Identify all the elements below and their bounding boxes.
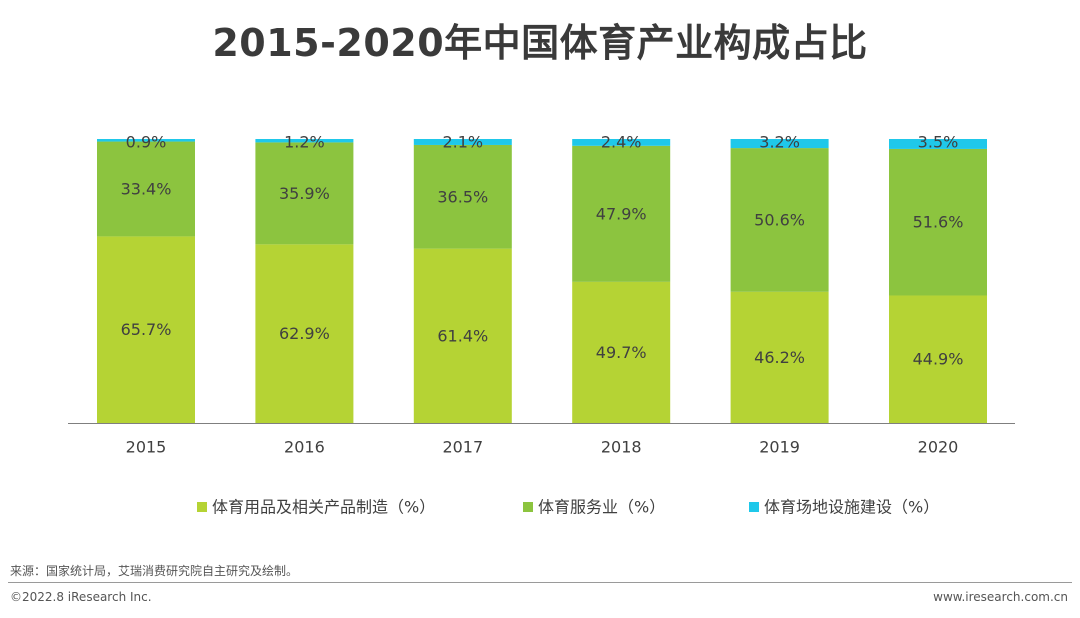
- bar-segment-2020-s3: [889, 139, 987, 149]
- data-label-2019-s2: 50.6%: [754, 210, 805, 229]
- bar-segment-2019-s1: [730, 291, 829, 423]
- bar-segment-2016-s3: [255, 139, 354, 143]
- copyright-text: ©2022.8 iResearch Inc.: [10, 590, 152, 604]
- bar-segment-2018-s1: [572, 281, 671, 423]
- data-label-2016-s3: 1.2%: [284, 133, 325, 152]
- legend: 体育用品及相关产品制造（%） 体育服务业（%） 体育场地设施建设（%）: [197, 498, 939, 517]
- data-label-2017-s1: 61.4%: [437, 326, 488, 345]
- x-tick-label-2020: 2020: [918, 438, 959, 457]
- x-tick-label-2017: 2017: [442, 438, 483, 457]
- data-label-2018-s3: 2.4%: [601, 133, 642, 152]
- data-label-2020-s3: 3.5%: [918, 133, 959, 152]
- bar-segment-2016-s1: [255, 244, 354, 423]
- x-tick-label-2018: 2018: [601, 438, 642, 457]
- data-label-2019-s1: 46.2%: [754, 348, 805, 367]
- bar-labels-group: 65.7% 33.4% 0.9% 62.9% 35.9% 1.2% 61.4% 36.5% 2.…: [121, 133, 964, 369]
- footer-divider: [8, 582, 1072, 583]
- bar-segment-2017-s3: [413, 139, 512, 145]
- bar-segment-2015-s2: [97, 141, 195, 237]
- data-label-2019-s3: 3.2%: [759, 133, 800, 152]
- x-tick-label-2019: 2019: [759, 438, 800, 457]
- legend-label-1: 体育用品及相关产品制造（%）: [212, 498, 435, 517]
- bar-segment-2019-s3: [730, 139, 829, 149]
- data-label-2016-s1: 62.9%: [279, 324, 330, 343]
- bar-segment-2017-s1: [413, 248, 512, 423]
- bar-segment-2015-s3: [97, 139, 195, 142]
- x-tick-label-2016: 2016: [284, 438, 325, 457]
- stacked-bar-chart: 65.7% 33.4% 0.9% 62.9% 35.9% 1.2% 61.4% 36.5% 2.…: [68, 133, 1015, 517]
- legend-swatch-3: [749, 502, 759, 512]
- data-label-2015-s1: 65.7%: [121, 320, 172, 339]
- data-label-2018-s1: 49.7%: [596, 343, 647, 362]
- bar-segment-2015-s1: [97, 236, 195, 423]
- bar-segment-2016-s2: [255, 142, 354, 245]
- data-label-2017-s3: 2.1%: [442, 133, 483, 152]
- legend-swatch-2: [523, 502, 533, 512]
- bar-segment-2019-s2: [730, 148, 829, 292]
- website-link[interactable]: www.iresearch.com.cn: [933, 590, 1068, 604]
- bar-segment-2018-s3: [572, 139, 671, 146]
- chart-title: 2015-2020年中国体育产业构成占比: [212, 21, 868, 65]
- data-label-2015-s2: 33.4%: [121, 179, 172, 198]
- bar-segment-2018-s2: [572, 145, 671, 282]
- legend-label-3: 体育场地设施建设（%）: [764, 498, 939, 517]
- bars-group: [97, 139, 987, 423]
- legend-label-2: 体育服务业（%）: [538, 498, 665, 517]
- data-label-2020-s1: 44.9%: [913, 350, 964, 369]
- data-label-2020-s2: 51.6%: [913, 213, 964, 232]
- legend-swatch-1: [197, 502, 207, 512]
- bar-segment-2020-s1: [889, 295, 987, 423]
- data-label-2018-s2: 47.9%: [596, 204, 647, 223]
- data-label-2015-s3: 0.9%: [126, 133, 167, 152]
- bar-segment-2020-s2: [889, 148, 987, 296]
- data-label-2017-s2: 36.5%: [437, 187, 488, 206]
- x-tick-labels-group: 2015 2016 2017 2018 2019 2020: [126, 438, 959, 457]
- x-tick-label-2015: 2015: [126, 438, 167, 457]
- source-note: 来源：国家统计局，艾瑞消费研究院自主研究及绘制。: [10, 564, 299, 578]
- data-label-2016-s2: 35.9%: [279, 184, 330, 203]
- bar-segment-2017-s2: [413, 144, 512, 249]
